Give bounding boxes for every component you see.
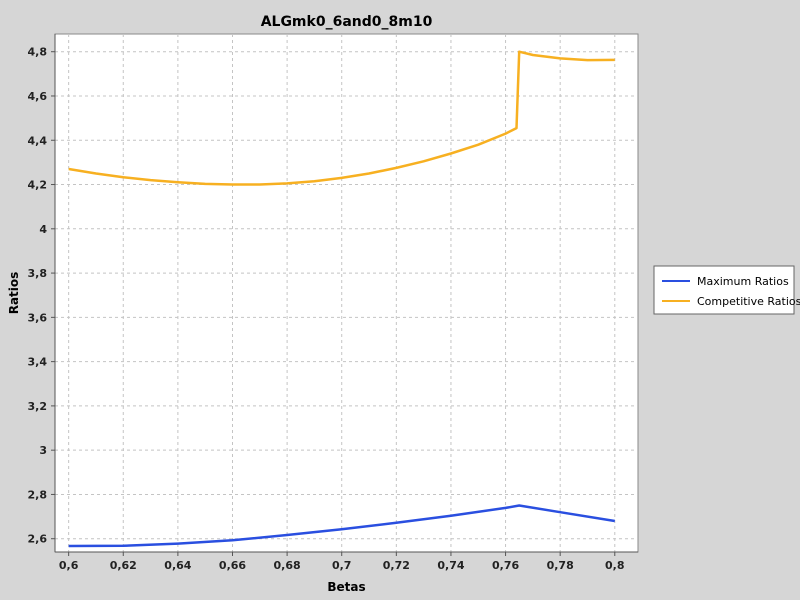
- plot-area: [54, 33, 639, 553]
- axes: 0,6 0,62 0,64 0,66 0,68 0,7 0,72 0,74 0,76 0,78 0,…: [28, 34, 638, 572]
- x-axis-label: Betas: [327, 580, 365, 594]
- x-tick-label: 0,7: [332, 559, 352, 572]
- x-tick-label: 0,62: [110, 559, 137, 572]
- x-tick-label: 0,66: [219, 559, 246, 572]
- y-tick-label: 3,8: [28, 267, 48, 280]
- x-tick-label: 0,72: [383, 559, 410, 572]
- legend-box: [653, 265, 795, 315]
- series-line-competitive-ratios: [68, 50, 615, 186]
- legend-label-maximum-ratios: Maximum Ratios: [697, 275, 789, 288]
- grid-lines: [55, 34, 638, 552]
- y-tick-label: 4,8: [28, 46, 48, 59]
- x-tick-label: 0,74: [437, 559, 464, 572]
- y-tick-label: 4,4: [28, 134, 48, 147]
- x-tick-label: 0,76: [492, 559, 519, 572]
- y-tick-label: 4: [39, 223, 47, 236]
- y-tick-label: 3,2: [28, 400, 48, 413]
- y-tick-label: 3,6: [28, 311, 48, 324]
- y-tick-label: 2,6: [28, 533, 48, 546]
- legend: Maximum Ratios Competitive Ratios: [653, 265, 800, 315]
- x-tick-label: 0,8: [605, 559, 625, 572]
- series-lines: [68, 50, 615, 548]
- y-tick-label: 4,6: [28, 90, 48, 103]
- x-tick-label: 0,6: [59, 559, 79, 572]
- x-tick-label: 0,64: [164, 559, 191, 572]
- chart-title: ALGmk0_6and0_8m10: [261, 14, 433, 30]
- y-tick-label: 3,4: [28, 356, 48, 369]
- y-tick-label: 4,2: [28, 179, 48, 192]
- x-tick-label: 0,68: [274, 559, 301, 572]
- legend-label-competitive-ratios: Competitive Ratios: [697, 295, 800, 308]
- y-tick-label: 3: [39, 444, 47, 457]
- y-axis-label: Ratios: [7, 272, 21, 315]
- series-line-maximum-ratios: [68, 504, 615, 548]
- x-tick-label: 0,78: [547, 559, 574, 572]
- y-tick-label: 2,8: [28, 488, 48, 501]
